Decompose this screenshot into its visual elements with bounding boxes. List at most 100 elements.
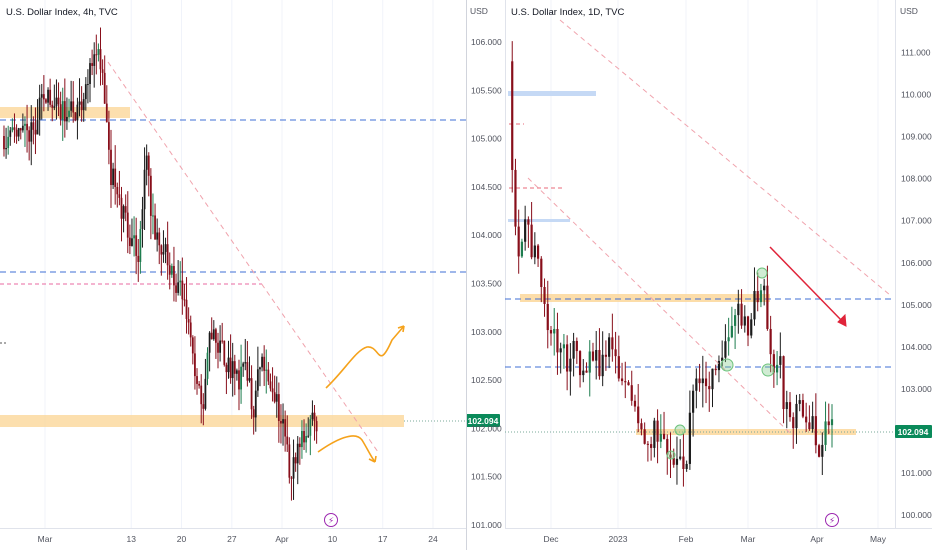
left-event-marker[interactable]: ⚡: [324, 513, 338, 527]
right-candle-body: [540, 258, 543, 288]
lightning-icon: ⚡: [328, 517, 334, 527]
left-candle-body: [194, 353, 196, 377]
left-candle-body: [168, 265, 171, 275]
left-candle-body: [63, 101, 66, 122]
right-candle-body: [524, 219, 527, 242]
right-candle-body: [601, 354, 604, 377]
right-candle-body: [672, 457, 675, 465]
right-price-tick-label: 111.000: [901, 48, 931, 58]
left-candle-body: [5, 148, 7, 150]
left-candle-body: [275, 394, 278, 402]
right-candle-body: [782, 356, 785, 410]
left-candle-body: [158, 232, 161, 246]
left-candle-body: [97, 49, 100, 55]
right-candle-body: [669, 454, 672, 458]
left-candle-body: [233, 361, 236, 374]
right-candle-body: [766, 285, 769, 329]
left-candle-body: [26, 123, 28, 131]
left-candle-body: [179, 280, 182, 283]
right-candle-body: [559, 348, 562, 353]
left-candle-body: [105, 103, 108, 123]
left-candle-body: [131, 238, 133, 246]
left-candle-body: [13, 127, 16, 130]
left-candle-body: [173, 266, 175, 286]
right-candle-body: [630, 385, 633, 401]
left-x-tick-label: 27: [227, 534, 237, 544]
left-candle-body: [217, 342, 219, 353]
right-drawings: [527, 19, 891, 460]
left-candle-body: [198, 383, 201, 386]
right-candle-body: [598, 349, 601, 377]
left-candle-body: [288, 444, 291, 478]
left-candle-body: [57, 97, 60, 105]
right-upper-trendline: [559, 19, 891, 296]
right-candle-body: [727, 337, 730, 342]
right-candle-body: [578, 351, 582, 376]
right-x-axis[interactable]: Dec 2023 Feb Mar Apr May: [543, 534, 886, 544]
left-candle-body: [84, 84, 87, 100]
left-candle-body: [17, 128, 20, 137]
right-candle-body: [792, 417, 795, 429]
left-candle-body: [47, 89, 49, 103]
right-price-tag: 102.094: [895, 425, 932, 438]
left-axis-unit: USD: [470, 6, 488, 16]
left-candle-body: [82, 99, 85, 111]
right-x-tick-label: 2023: [609, 534, 628, 544]
right-circle-marker: [666, 450, 676, 460]
left-candle-body: [95, 54, 98, 56]
left-candle-body: [164, 244, 167, 253]
left-candle-body: [225, 364, 228, 373]
right-candle-body: [814, 416, 817, 446]
left-candle-body: [185, 299, 188, 320]
left-x-tick-label: 10: [328, 534, 338, 544]
right-x-tick-label: Feb: [679, 534, 694, 544]
right-candle-body: [798, 400, 801, 404]
right-candle-body: [527, 219, 530, 225]
left-candle-body: [7, 136, 10, 149]
left-candle-body: [215, 329, 217, 343]
right-price-tick-label: 107.000: [901, 216, 932, 226]
left-candle-body: [187, 319, 190, 323]
left-candle-body: [120, 197, 123, 219]
left-candle-body: [277, 394, 280, 421]
left-candle-body: [261, 356, 263, 368]
right-candle-body: [627, 382, 630, 386]
right-chart-panel[interactable]: U.S. Dollar Index, 1D, TVC USD USD 106.0…: [470, 0, 932, 544]
left-candle-body: [126, 212, 129, 238]
left-candle-body: [204, 378, 207, 409]
right-circle-marker: [720, 358, 734, 372]
left-candle-body: [42, 94, 45, 100]
right-left-price-axis[interactable]: 106.000 105.500 105.000 104.500 104.000 103.5…: [471, 37, 502, 530]
left-candle-body: [223, 340, 226, 365]
left-candle-body: [114, 168, 117, 187]
left-candle-body: [181, 280, 184, 300]
right-event-marker[interactable]: ⚡: [825, 513, 839, 527]
left-candle-body: [70, 101, 73, 111]
left-candle-body: [40, 94, 43, 98]
right-candle-body: [620, 378, 624, 382]
right-candle-body: [714, 368, 717, 371]
right-right-price-axis[interactable]: 111.000 110.000 109.000 108.000 107.000 106.0…: [901, 48, 932, 521]
left-candle-body: [244, 362, 247, 364]
left-drawings: [0, 61, 405, 463]
left-candle-body: [250, 378, 253, 410]
left-price-tick-label: 105.500: [471, 85, 502, 95]
left-candle-body: [294, 457, 297, 464]
left-candle-body: [292, 457, 295, 479]
right-candle-body: [675, 458, 679, 465]
left-candle-body: [219, 340, 222, 353]
right-candle-body: [666, 438, 669, 455]
right-candle-body: [595, 349, 598, 361]
right-blue-zone: [508, 91, 596, 96]
left-chart-panel[interactable]: U.S. Dollar Index, 4h, TVC Mar 13 20 27 Apr 1…: [0, 0, 500, 544]
left-candle-body: [101, 69, 104, 73]
left-bearish-projection: [317, 435, 376, 463]
right-candle-body: [721, 357, 724, 361]
right-candle-body: [795, 403, 798, 429]
left-candle-body: [265, 369, 268, 371]
right-candle-body: [821, 444, 824, 457]
right-candle-body: [698, 378, 701, 384]
right-candle-body: [530, 224, 533, 258]
left-candle-body: [45, 99, 47, 103]
